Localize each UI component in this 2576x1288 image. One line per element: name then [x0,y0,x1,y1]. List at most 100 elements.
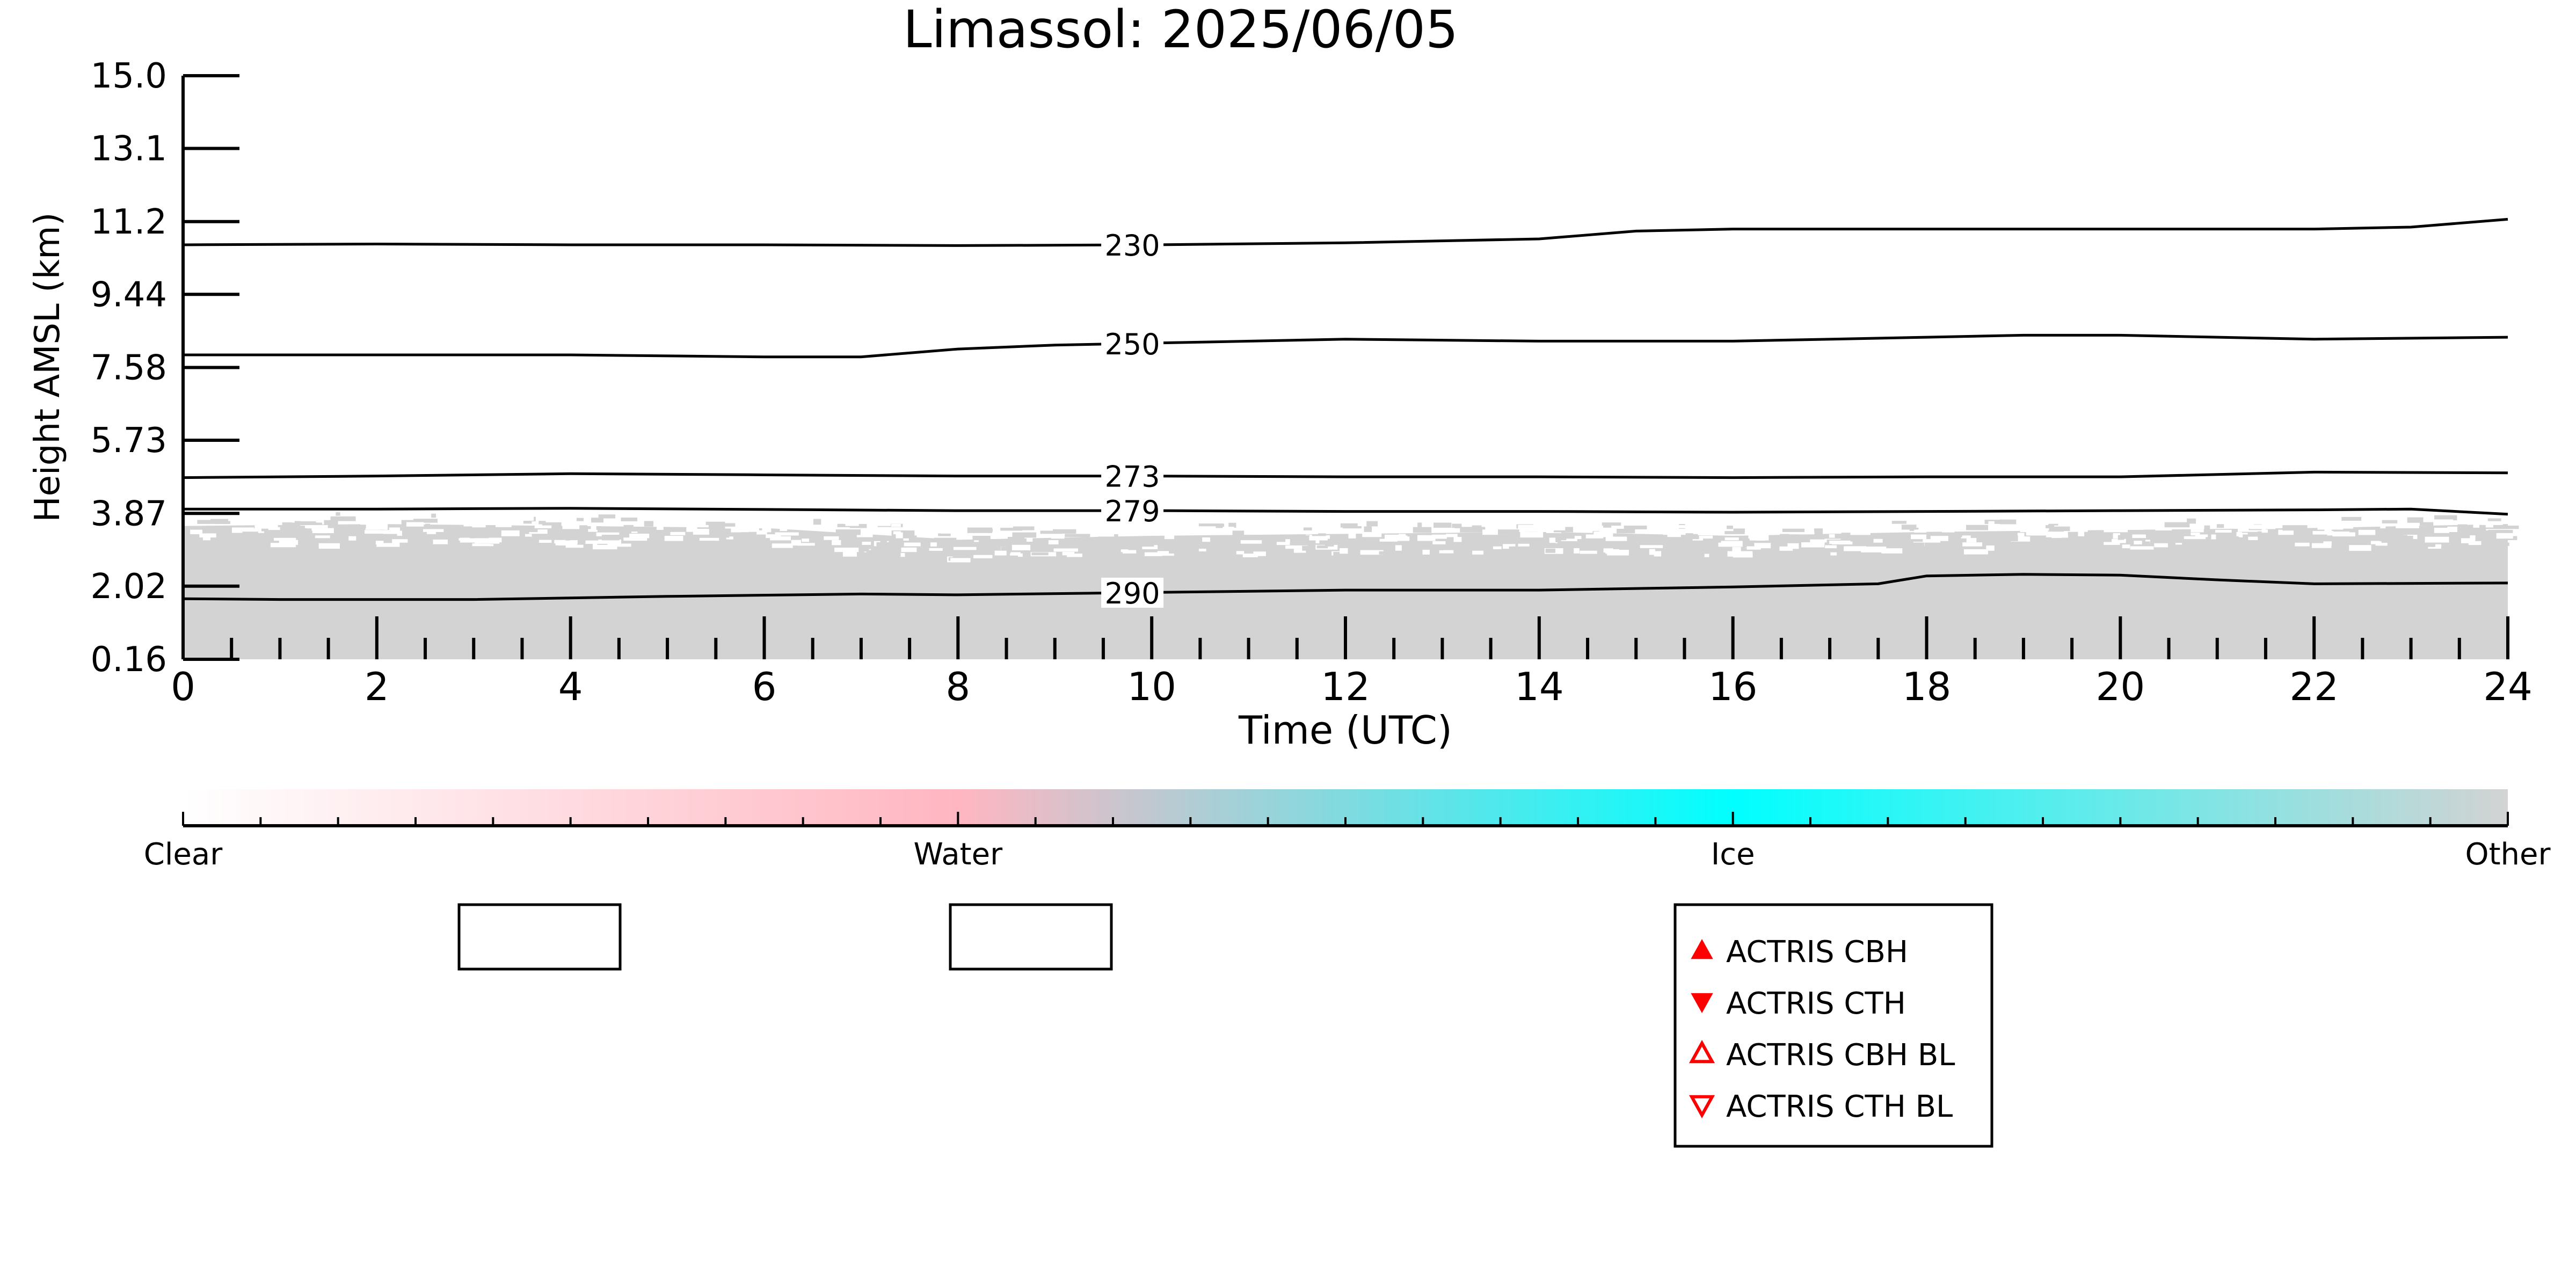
speckle [2211,534,2216,540]
speckle [664,523,675,526]
speckle [707,528,731,533]
speckle [1590,523,1599,528]
speckle [674,540,695,544]
speckle [1563,550,1570,555]
speckle [1318,533,1326,538]
speckle [835,529,861,535]
speckle [279,540,299,545]
speckle [1787,543,1799,549]
speckle [772,543,793,548]
speckle [2504,542,2509,546]
legend-frame [1673,903,1993,1148]
speckle [426,543,434,548]
speckle [1010,550,1021,556]
speckle [2485,522,2493,528]
speckle [2358,529,2376,535]
speckle [1320,528,1334,533]
speckle [1257,553,1280,559]
speckle [1432,534,1456,539]
speckle [1963,549,1988,555]
speckle [1574,536,1582,540]
speckle [420,534,442,539]
speckle [2479,514,2505,519]
speckle [1142,545,1165,549]
speckle [1829,528,1835,531]
speckle [934,537,957,543]
speckle [242,532,258,535]
speckle [1825,545,1837,549]
speckle [1760,545,1783,551]
speckle [1732,547,1741,552]
y-tick-label: 2.02 [91,567,168,607]
speckle [244,539,260,543]
speckle [1000,527,1023,531]
speckle [1810,539,1825,545]
speckle [383,531,400,534]
speckle [2324,516,2344,520]
speckle [1713,539,1721,543]
speckle [254,523,278,529]
speckle [1354,522,1362,527]
speckle [1887,537,1909,541]
speckle [929,548,943,551]
speckle [832,540,841,545]
speckle [740,523,763,529]
speckle [1169,549,1175,554]
speckle [525,534,532,538]
speckle [750,521,758,526]
speckle [2036,540,2044,543]
speckle [1304,552,1312,558]
speckle [1714,552,1719,557]
speckle [1132,541,1154,547]
speckle [1966,525,1989,530]
speckle [766,534,781,539]
speckle [726,536,733,540]
speckle [1992,535,2018,541]
speckle [1102,529,1111,534]
speckle [1248,524,1254,529]
speckle [648,529,660,532]
speckle [1379,539,1398,542]
speckle [1303,527,1312,530]
speckle [601,534,620,541]
speckle [270,543,296,548]
speckle [1008,537,1025,542]
speckle [451,528,470,533]
speckle [2063,526,2088,532]
speckle [290,526,307,530]
x-tick-label: 2 [365,664,389,709]
speckle [983,540,995,545]
speckle [255,543,280,547]
speckle [1901,525,1917,530]
speckle [1861,547,1887,552]
speckle [644,521,654,527]
speckle [2282,537,2304,541]
speckle [972,535,991,541]
speckle [2020,527,2031,533]
speckle [596,526,602,530]
speckle [1065,534,1090,537]
speckle [2134,548,2146,552]
speckle [1417,535,1436,541]
legend-marker-icon [1689,1039,1715,1064]
contour-label-bg [1101,461,1164,491]
y-tick-label: 13.1 [91,129,168,169]
speckle [1759,532,1765,537]
speckle [1574,548,1580,554]
speckle [2470,535,2476,541]
speckle [926,528,935,532]
speckle [1581,544,1593,550]
speckle [2195,534,2208,537]
speckle [1914,529,1927,533]
speckle [261,526,268,532]
speckle [1756,525,1765,530]
speckle [891,530,915,536]
x-tick-label: 8 [945,664,970,709]
speckle [1222,527,1234,530]
speckle [1285,539,1290,543]
speckle [1640,545,1663,548]
speckle [1285,545,1308,549]
speckle [1911,547,1933,551]
speckle [2482,521,2501,525]
speckle [2250,525,2276,529]
